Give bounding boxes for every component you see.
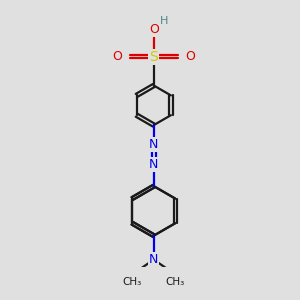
Text: N: N — [149, 138, 158, 151]
Text: CH₃: CH₃ — [166, 277, 185, 287]
Text: O: O — [185, 50, 195, 63]
Text: S: S — [149, 50, 158, 64]
Text: CH₃: CH₃ — [123, 277, 142, 287]
Text: N: N — [149, 253, 158, 266]
Text: N: N — [149, 158, 158, 171]
Text: O: O — [112, 50, 122, 63]
Text: H: H — [160, 16, 169, 26]
Text: O: O — [149, 23, 159, 36]
